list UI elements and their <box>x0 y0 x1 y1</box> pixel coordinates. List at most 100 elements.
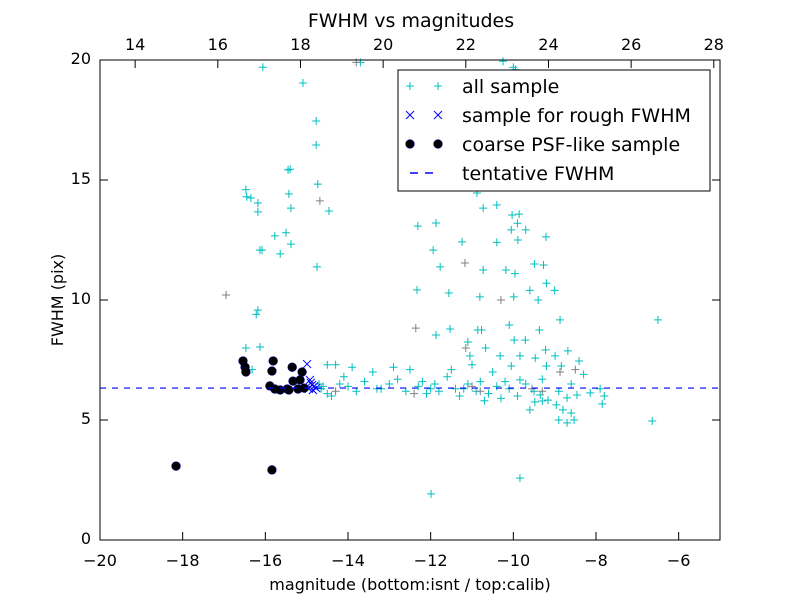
scatter-point-all-sample <box>368 368 377 376</box>
scatter-point-all-sample <box>544 396 553 405</box>
scatter-point-all-sample <box>539 260 548 269</box>
top-x-tick-label: 28 <box>704 35 724 54</box>
scatter-point-grey <box>460 259 469 268</box>
scatter-point-all-sample <box>556 315 565 324</box>
scatter-point-all-sample <box>538 397 547 406</box>
scatter-point-all-sample <box>446 325 455 334</box>
scatter-point-all-sample <box>507 362 516 370</box>
scatter-point-all-sample <box>501 266 510 274</box>
scatter-point-all-sample <box>525 286 534 295</box>
scatter-point-all-sample <box>496 394 505 403</box>
scatter-point-grey <box>527 384 536 393</box>
scatter-point-all-sample <box>648 416 657 425</box>
scatter-point-all-sample <box>505 320 514 329</box>
scatter-point-all-sample <box>596 384 605 393</box>
scatter-point-grey <box>571 365 580 374</box>
scatter-point-all-sample <box>276 249 285 258</box>
scatter-point-all-sample <box>477 326 486 334</box>
scatter-point-all-sample <box>479 204 488 213</box>
scatter-point-rough-fwhm <box>309 382 319 391</box>
scatter-point-all-sample <box>463 338 472 346</box>
scatter-point-all-sample <box>465 351 474 360</box>
scatter-point-all-sample <box>563 418 572 427</box>
scatter-point-all-sample <box>447 365 456 374</box>
scatter-point-all-sample <box>480 396 489 405</box>
scatter-point-all-sample <box>598 399 607 408</box>
x-tick-label: −6 <box>667 551 691 570</box>
scatter-point-all-sample <box>413 222 422 231</box>
scatter-point-all-sample <box>432 331 441 340</box>
x-axis-label: magnitude (bottom:isnt / top:calib) <box>269 575 550 594</box>
scatter-point-grey <box>538 387 547 396</box>
scatter-point-all-sample <box>501 377 510 386</box>
scatter-point-all-sample <box>451 384 460 393</box>
scatter-point-all-sample <box>455 392 464 400</box>
scatter-point-all-sample <box>468 360 476 369</box>
y-tick-label: 15 <box>71 169 91 188</box>
scatter-point-all-sample <box>422 389 431 398</box>
scatter-point-all-sample <box>253 306 262 315</box>
scatter-point-all-sample <box>567 380 576 388</box>
scatter-point-all-sample <box>436 262 445 271</box>
scatter-point-all-sample <box>530 260 539 268</box>
scatter-point-all-sample <box>389 363 398 372</box>
scatter-point-all-sample <box>284 189 293 198</box>
scatter-point-all-sample <box>286 204 295 213</box>
scatter-point-all-sample <box>312 116 321 125</box>
scatter-point-all-sample <box>312 140 321 149</box>
legend-marker-all-sample <box>406 82 414 90</box>
legend: all sample sample for rough FWHM coarse … <box>397 69 711 192</box>
scatter-point-grey <box>410 389 419 398</box>
top-x-tick-label: 22 <box>456 35 476 54</box>
scatter-point-all-sample <box>575 356 584 365</box>
scatter-point-all-sample <box>385 380 394 388</box>
x-tick-label: −8 <box>584 551 608 570</box>
scatter-point-all-sample <box>258 63 267 72</box>
scatter-point-all-sample <box>255 343 264 352</box>
scatter-point-psf-like <box>267 465 277 475</box>
plot-frame <box>99 59 721 541</box>
scatter-point-all-sample <box>492 238 501 247</box>
legend-label-psf-like: coarse PSF-like sample <box>462 134 680 156</box>
scatter-point-rough-fwhm <box>302 359 312 369</box>
scatter-point-all-sample <box>557 362 566 370</box>
scatter-point-all-sample <box>443 372 452 381</box>
scatter-point-all-sample <box>414 382 423 391</box>
scatter-point-all-sample <box>513 219 522 228</box>
scatter-point-all-sample <box>286 240 295 249</box>
scatter-point-grey <box>315 196 324 205</box>
scatter-point-all-sample <box>536 391 545 400</box>
legend-label-all-sample: all sample <box>462 76 559 98</box>
legend-marker-rough-fwhm <box>433 110 443 120</box>
scatter-point-all-sample <box>515 351 524 360</box>
scatter-point-grey <box>222 290 231 299</box>
scatter-point-all-sample <box>317 384 326 393</box>
scatter-point-all-sample <box>286 165 295 174</box>
scatter-point-all-sample <box>530 398 539 406</box>
scatter-point-psf-like <box>297 367 307 377</box>
scatter-point-all-sample <box>496 351 505 360</box>
scatter-point-all-sample <box>542 362 551 370</box>
y-tick-label: 20 <box>71 49 91 68</box>
scatter-point-all-sample <box>253 207 262 216</box>
scatter-point-all-sample <box>463 380 472 388</box>
scatter-point-all-sample <box>521 336 530 345</box>
x-tick-label: −10 <box>496 551 530 570</box>
scatter-point-all-sample <box>444 289 453 298</box>
scatter-point-all-sample <box>563 346 572 355</box>
scatter-point-all-sample <box>572 391 581 400</box>
scatter-point-all-sample <box>510 336 519 345</box>
scatter-point-grey <box>496 296 505 304</box>
scatter-point-all-sample <box>513 392 522 400</box>
x-tick-label: −18 <box>166 551 200 570</box>
scatter-point-all-sample <box>241 185 250 194</box>
scatter-point-all-sample <box>510 269 519 278</box>
legend-label-rough-fwhm: sample for rough FWHM <box>462 105 691 127</box>
scatter-point-all-sample <box>313 262 321 271</box>
scatter-point-all-sample <box>538 375 547 384</box>
scatter-point-all-sample <box>499 57 507 66</box>
scatter-point-psf-like <box>284 385 294 395</box>
scatter-point-all-sample <box>323 389 332 398</box>
scatter-point-all-sample <box>600 392 609 400</box>
